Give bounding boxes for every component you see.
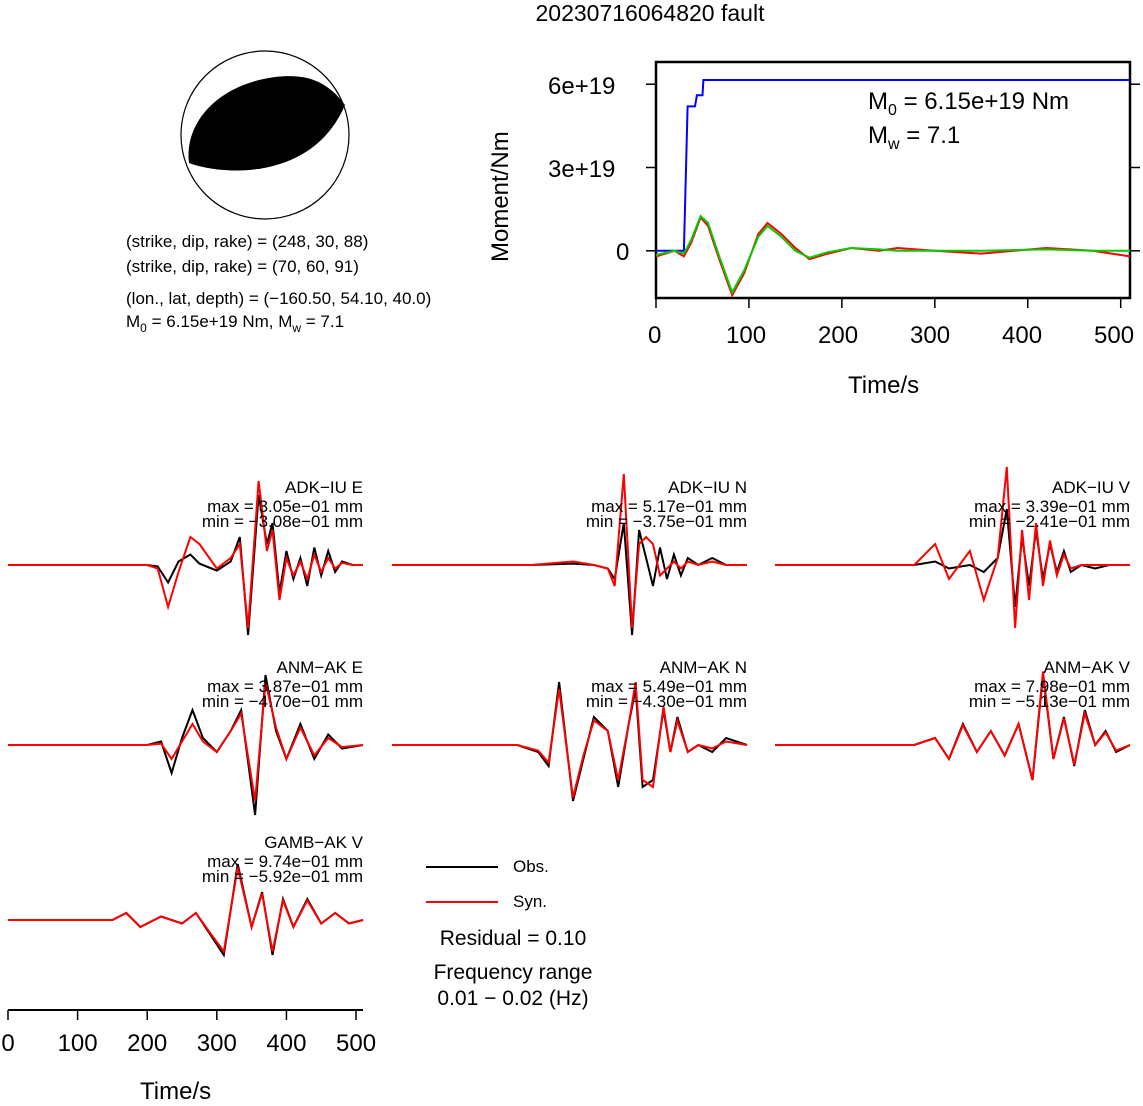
stf-mw-sub: w: [888, 136, 900, 153]
stf-mw-value: = 7.1: [899, 122, 961, 149]
stf-xtick-100: 100: [726, 322, 767, 349]
station-min: min = −5.92e−01 mm: [201, 867, 363, 886]
obs-trace: [8, 674, 364, 816]
stf-mw-prefix: M: [868, 122, 888, 149]
wave-xtick-label: 0: [1, 1030, 15, 1057]
legend-syn-label: Syn.: [513, 892, 548, 911]
m0-prefix: M: [126, 312, 141, 331]
legend: [426, 866, 498, 903]
beachball: [180, 50, 350, 220]
station-max: max = 3.05e−01 mm: [207, 497, 363, 516]
legend-obs-label: Obs.: [513, 857, 549, 876]
stf-line-blue: [656, 79, 1130, 252]
station-min: min = −4.70e−01 mm: [201, 692, 363, 711]
station-min: min = −2.41e−01 mm: [968, 512, 1130, 531]
stf-xtick-500: 500: [1094, 322, 1135, 349]
m0-sub: 0: [140, 321, 147, 335]
wave-xtick-label: 100: [57, 1030, 98, 1057]
station-max: max = 5.17e−01 mm: [591, 497, 747, 516]
syn-trace: [392, 473, 747, 629]
station-min: min = −3.75e−01 mm: [585, 512, 747, 531]
syn-trace: [775, 466, 1130, 629]
freq-range: 0.01 − 0.02 (Hz): [437, 987, 589, 1010]
station-name: ADK−IU E: [285, 478, 363, 497]
wave-xtick-label: 300: [196, 1030, 237, 1057]
stf-annotation-mw: Mw = 7.1: [868, 122, 961, 153]
syn-trace: [392, 681, 748, 798]
station-max: max = 7.98e−01 mm: [974, 677, 1130, 696]
station-min: min = −4.30e−01 mm: [585, 692, 747, 711]
syn-trace: [8, 681, 364, 802]
obs-trace: [775, 508, 1130, 608]
page-title: 20230716064820 fault: [535, 0, 765, 26]
m0-mid: = 6.15e+19 Nm, M: [146, 312, 293, 331]
mw-val: = 7.1: [301, 312, 345, 331]
obs-trace: [8, 494, 363, 636]
stf-plot: [646, 60, 1140, 308]
freq-label: Frequency range: [433, 961, 593, 984]
stf-ytick-3e19: 3e+19: [548, 156, 616, 183]
syn-trace: [8, 867, 364, 955]
syn-trace: [8, 480, 363, 629]
station-name: ADK−IU N: [668, 478, 747, 497]
obs-trace: [392, 522, 747, 636]
station-max: max = 3.87e−01 mm: [207, 677, 363, 696]
station-name: ADK−IU V: [1052, 478, 1130, 497]
stf-xtick-300: 300: [910, 322, 951, 349]
station-name: ANM−AK E: [276, 658, 363, 677]
stf-m0-value: = 6.15e+19 Nm: [896, 88, 1070, 115]
stf-m0-prefix: M: [868, 88, 888, 115]
stf-xtick-200: 200: [818, 322, 859, 349]
wave-xlabel: Time/s: [140, 1078, 212, 1105]
stf-frame: [654, 60, 1132, 300]
mw-sub: w: [292, 321, 302, 335]
station-name: GAMB−AK V: [264, 833, 363, 852]
station-name: ANM−AK V: [1043, 658, 1130, 677]
station-min: min = −3.08e−01 mm: [201, 512, 363, 531]
stf-ytick-0: 0: [616, 239, 630, 266]
stf-line-green: [655, 214, 1130, 295]
station-max: max = 5.49e−01 mm: [591, 677, 747, 696]
wave-xtick-label: 400: [266, 1030, 307, 1057]
residual-text: Residual = 0.10: [439, 927, 587, 950]
stf-annotation-m0: M0 = 6.15e+19 Nm: [868, 88, 1070, 119]
stf-ytick-6e19: 6e+19: [548, 73, 616, 100]
station-max: max = 9.74e−01 mm: [207, 852, 363, 871]
wave-xtick-label: 500: [336, 1030, 377, 1057]
station-min: min = −5.13e−01 mm: [968, 692, 1130, 711]
station-name: ANM−AK N: [659, 658, 747, 677]
stf-xtick-0: 0: [648, 322, 662, 349]
plane2-text: (strike, dip, rake) = (70, 60, 91): [126, 257, 359, 276]
location-text: (lon., lat, depth) = (−160.50, 54.10, 40…: [126, 289, 432, 308]
stf-m0-sub: 0: [888, 102, 897, 119]
syn-trace: [775, 671, 1131, 781]
station-max: max = 3.39e−01 mm: [974, 497, 1130, 516]
wave-xtick-label: 200: [127, 1030, 168, 1057]
beachball-compression: [188, 76, 345, 171]
moment-text: M0 = 6.15e+19 Nm, Mw = 7.1: [126, 311, 345, 335]
plane1-text: (strike, dip, rake) = (248, 30, 88): [126, 232, 369, 251]
stf-xtick-400: 400: [1002, 322, 1043, 349]
stf-xlabel: Time/s: [848, 372, 920, 399]
